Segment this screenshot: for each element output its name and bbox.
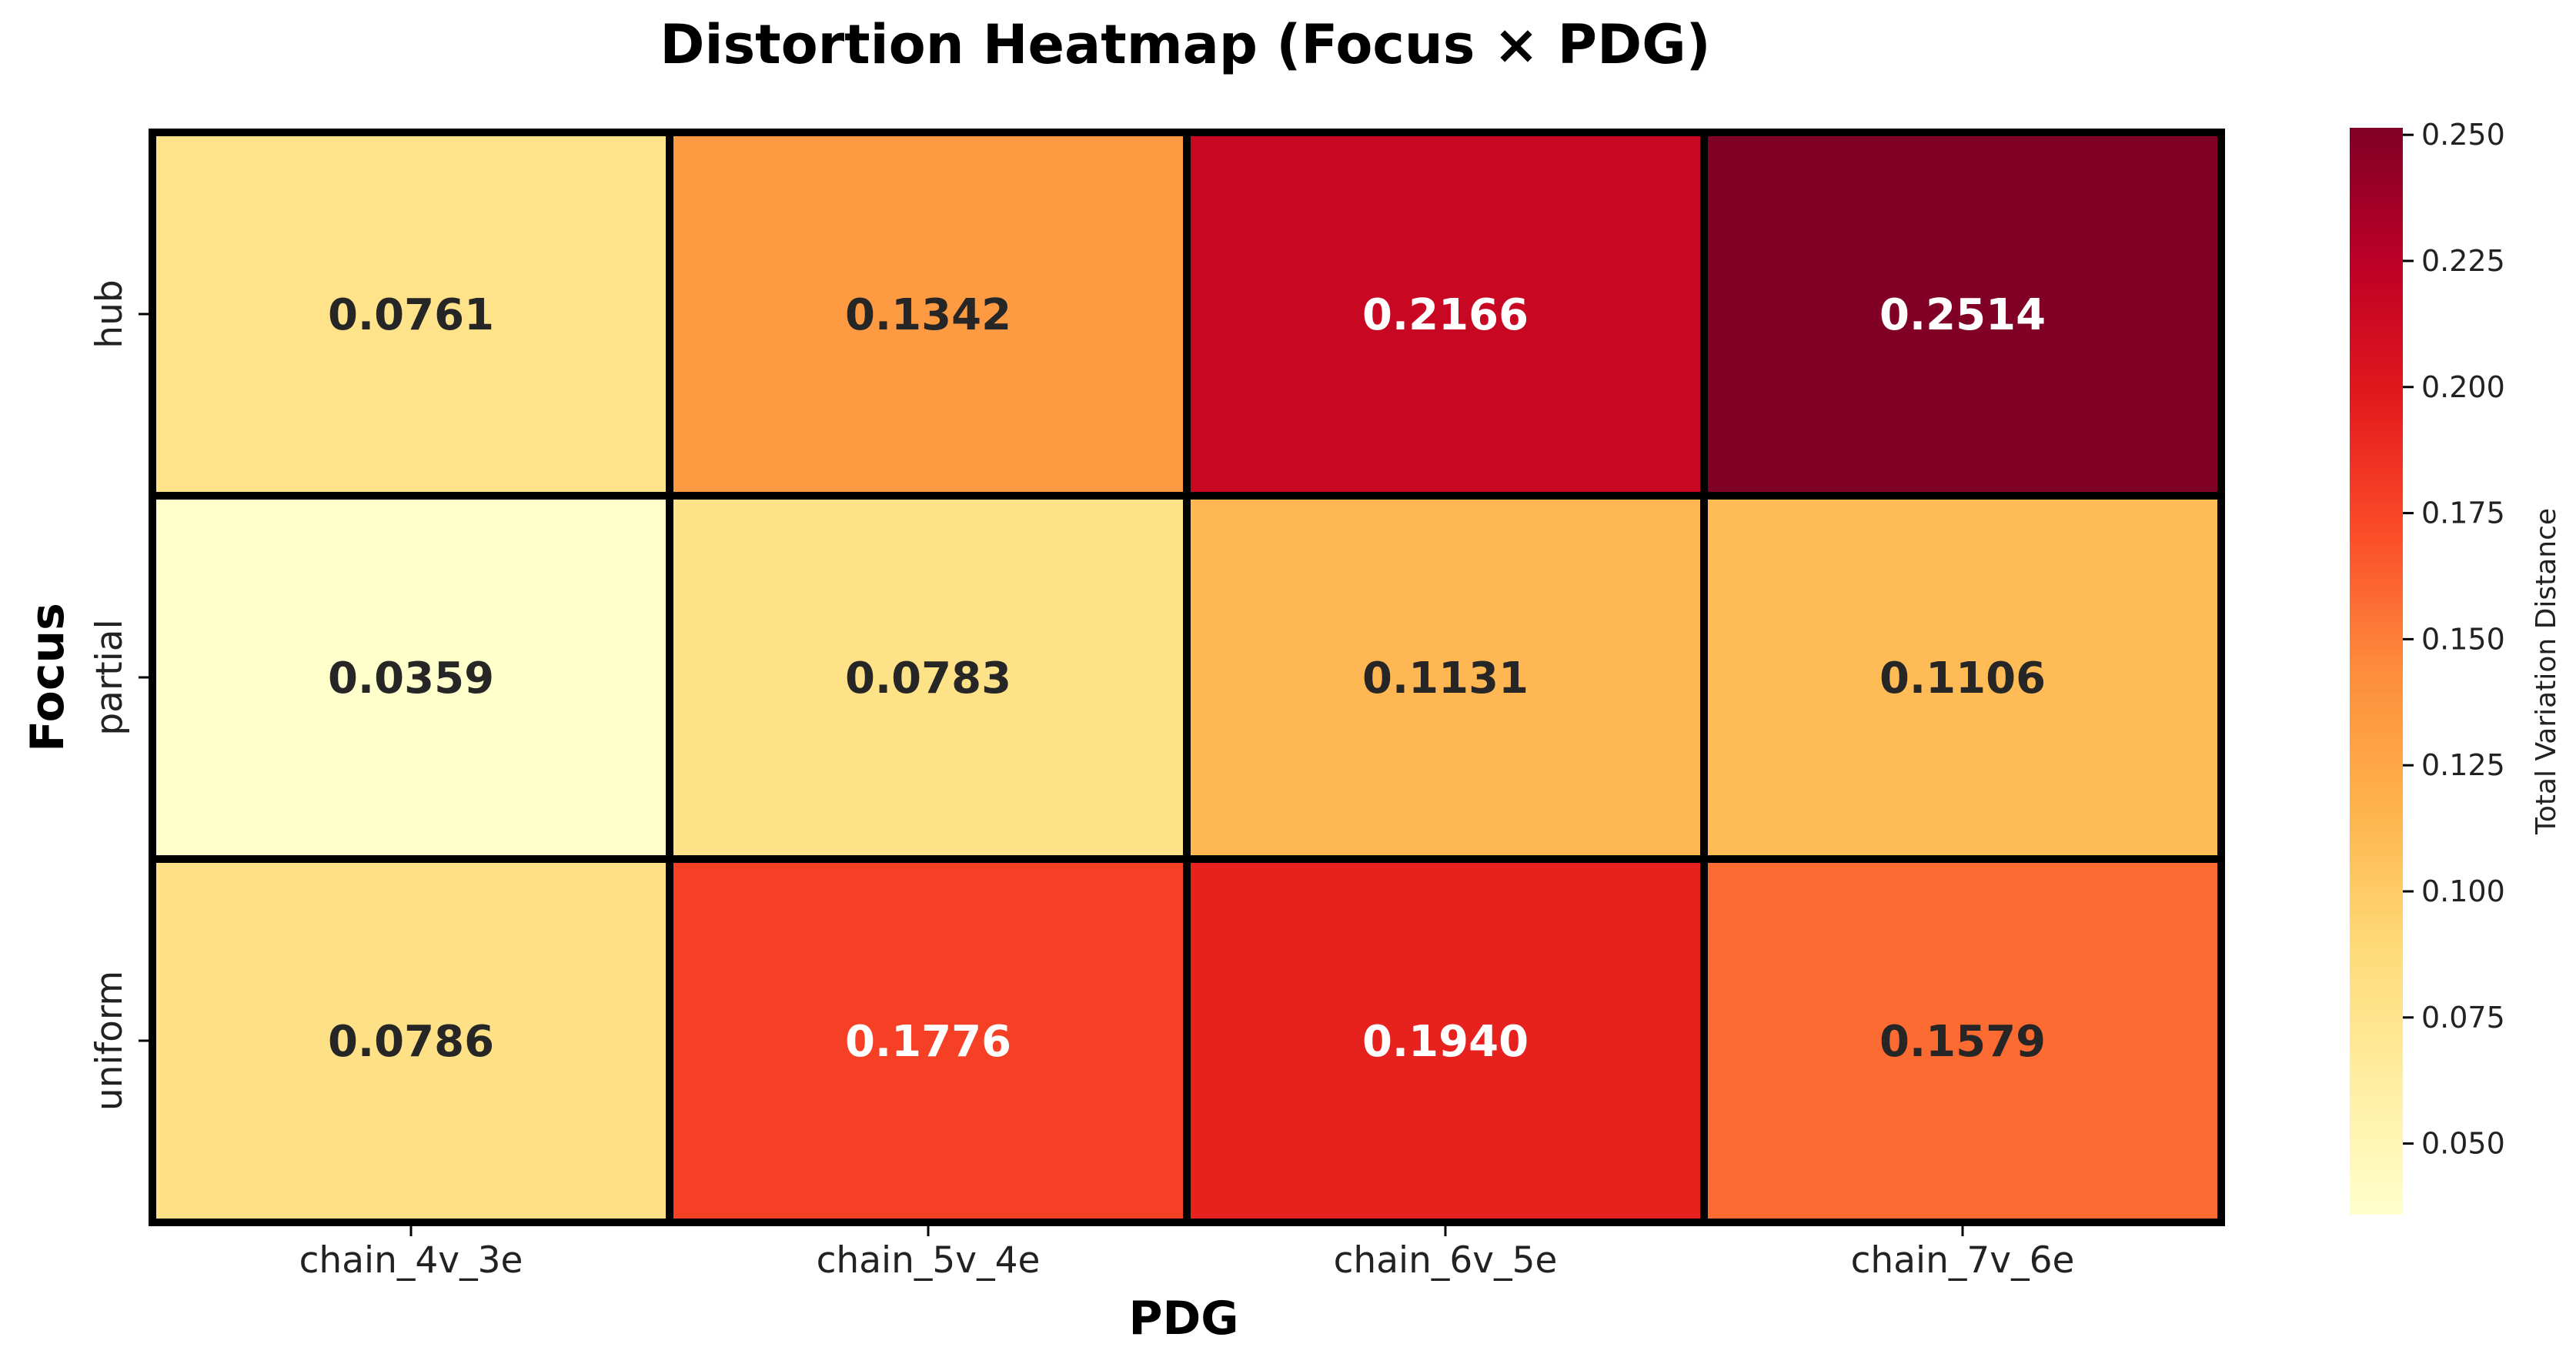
colorbar-tick-label: 0.175: [2421, 496, 2505, 530]
colorbar-ticks: 0.050 0.075 0.100 0.125 0.150 0.175 0.200 0.225…: [2403, 118, 2505, 1161]
cell-value-label: 0.1940: [1362, 1017, 1529, 1067]
colorbar-label: Total Variation Distance: [2531, 508, 2562, 835]
cell-value-label: 0.2166: [1362, 290, 1529, 340]
colorbar-tick-label: 0.200: [2421, 370, 2505, 404]
y-tick-label: uniform: [89, 971, 131, 1111]
cell-value-label: 0.1776: [845, 1017, 1011, 1067]
x-axis-label: PDG: [1128, 1292, 1238, 1346]
y-tick-label: hub: [89, 279, 131, 348]
heatmap-cell: [666, 855, 1191, 1226]
y-tick-label: partial: [89, 619, 131, 735]
cell-value-label: 0.0761: [328, 290, 494, 340]
cell-value-label: 0.0359: [328, 654, 494, 704]
cell-value-label: 0.1579: [1879, 1017, 2046, 1067]
colorbar-tick-label: 0.075: [2421, 1001, 2505, 1035]
x-axis-ticks: chain_4v_3e chain_5v_4e chain_6v_5e chain_7…: [299, 1225, 2075, 1282]
colorbar-tick-label: 0.150: [2421, 622, 2505, 656]
y-axis-ticks: hub partial uniform: [89, 279, 150, 1111]
heatmap-cell: [1700, 855, 2225, 1226]
heatmap-cell: [666, 129, 1191, 500]
heatmap-cell: [666, 492, 1191, 863]
heatmap-frame: [150, 130, 2224, 1225]
colorbar-tick-label: 0.125: [2421, 748, 2505, 782]
x-tick-label: chain_5v_4e: [817, 1239, 1041, 1282]
heatmap-cell: [1700, 492, 2225, 863]
cell-value-label: 0.0783: [845, 654, 1011, 704]
x-tick-label: chain_6v_5e: [1334, 1239, 1558, 1282]
cell-value-label: 0.2514: [1879, 290, 2046, 340]
x-tick-label: chain_7v_6e: [1851, 1239, 2075, 1282]
chart-title: Distortion Heatmap (Focus × PDG): [660, 13, 1710, 76]
colorbar: [2350, 128, 2403, 1215]
colorbar-tick-label: 0.225: [2421, 244, 2505, 278]
colorbar-tick-label: 0.250: [2421, 118, 2505, 152]
heatmap-cells: 0.0761 0.1342 0.2166 0.2514 0.0359 0.0783 0.11…: [149, 129, 2225, 1226]
colorbar-tick-label: 0.050: [2421, 1127, 2505, 1161]
y-axis-label: Focus: [21, 603, 75, 752]
cell-value-label: 0.1131: [1362, 654, 1529, 704]
cell-value-label: 0.1106: [1879, 654, 2046, 704]
heatmap-cell: [149, 129, 673, 500]
colorbar-tick-label: 0.100: [2421, 874, 2505, 908]
x-tick-label: chain_4v_3e: [299, 1239, 523, 1282]
cell-value-label: 0.1342: [845, 290, 1011, 340]
cell-value-label: 0.0786: [328, 1017, 494, 1067]
